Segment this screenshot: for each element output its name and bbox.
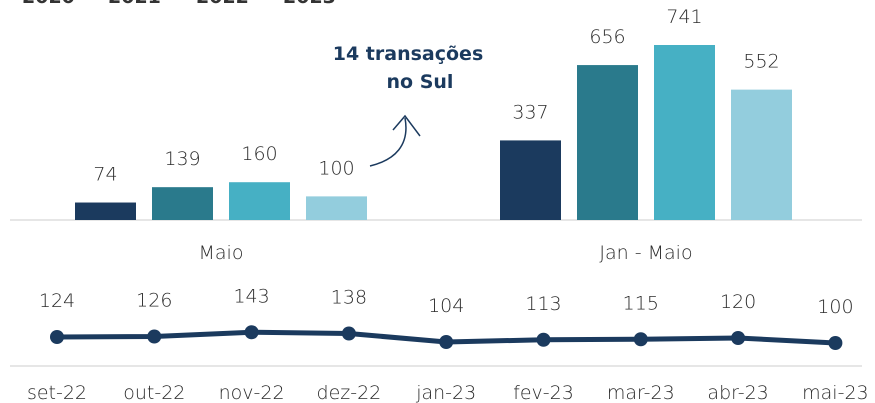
- bar: [229, 182, 290, 220]
- point: [536, 332, 551, 347]
- annotation-arrowhead: [392, 114, 421, 137]
- value-label: 126: [136, 290, 172, 312]
- x-tick-label: Jan - Maio: [599, 242, 692, 264]
- point: [439, 335, 454, 349]
- value-label: 124: [39, 290, 75, 312]
- value-label: 139: [164, 148, 200, 170]
- point: [633, 332, 648, 347]
- bar: [306, 196, 367, 220]
- value-label: 100: [817, 296, 853, 318]
- bar: [75, 202, 136, 220]
- point: [731, 331, 746, 345]
- annotation: 14 transações: [333, 43, 484, 65]
- value-label: 74: [93, 164, 117, 186]
- value-label: 104: [428, 295, 464, 317]
- point: [147, 329, 162, 344]
- x-tick-label: abr-23: [707, 382, 768, 403]
- annotation: no Sul: [387, 71, 454, 93]
- point: [341, 326, 356, 341]
- bar: [654, 45, 715, 220]
- value-label: 656: [589, 26, 625, 48]
- value-label: 138: [331, 287, 367, 309]
- value-label: 100: [318, 157, 354, 179]
- x-tick-label: mar-23: [607, 382, 675, 403]
- bar: [500, 140, 561, 220]
- x-tick-label: out-22: [123, 382, 185, 403]
- x-tick-label: set-22: [27, 382, 87, 403]
- legend-label: 2022: [196, 0, 249, 8]
- x-tick-label: Maio: [199, 242, 244, 264]
- value-label: 552: [743, 51, 779, 73]
- bar: [731, 89, 792, 221]
- value-label: 120: [720, 291, 756, 313]
- point: [828, 336, 843, 350]
- x-tick-label: nov-22: [219, 382, 285, 403]
- point: [50, 330, 64, 344]
- bar: [152, 187, 213, 220]
- legend-label: 2023: [283, 0, 336, 8]
- value-label: 143: [233, 285, 269, 307]
- x-tick-label: mai-23: [802, 382, 868, 403]
- value-label: 115: [623, 292, 659, 314]
- annotation-arrow: [369, 117, 407, 167]
- legend-label: 2021: [108, 0, 161, 8]
- value-label: 741: [666, 6, 702, 28]
- x-tick-label: fev-23: [513, 382, 574, 403]
- point: [244, 325, 259, 340]
- x-tick-label: jan-23: [415, 382, 476, 403]
- value-label: 337: [512, 101, 548, 123]
- bar: [577, 65, 638, 221]
- x-tick-label: dez-22: [317, 382, 382, 403]
- legend-label: 2020: [22, 0, 75, 8]
- value-label: 113: [525, 293, 561, 315]
- value-label: 160: [241, 143, 277, 165]
